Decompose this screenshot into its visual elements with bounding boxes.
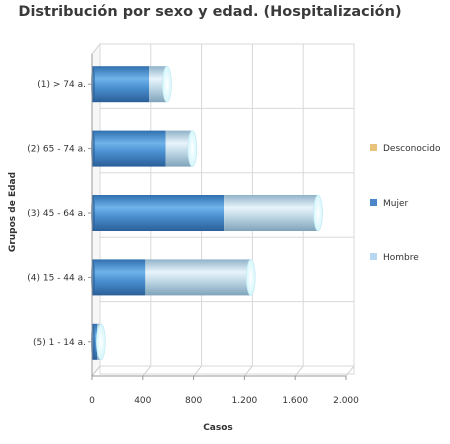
gridline-floor [193,365,202,377]
x-tick-label: 400 [134,396,151,406]
legend-label: Mujer [383,199,409,209]
legend-item: Mujer [370,199,408,209]
x-tick-label: 1.200 [232,396,258,406]
x-axis-label: Casos [203,423,233,433]
y-tick-label: (1) > 74 a. [37,80,86,90]
gridline-floor [244,365,253,377]
x-tick-label: 1.600 [282,396,308,406]
y-tick-label: (4) 15 - 44 a. [27,273,86,283]
bar-end-cap [245,259,256,296]
gridline-floor [91,365,101,377]
bar-end-cap [162,65,172,103]
gridline-floor [345,365,355,377]
bar-segment-mujer [92,195,225,231]
bar-segment-mujer [92,259,146,296]
bar-segment-mujer [92,66,150,103]
legend-swatch [370,144,377,151]
legend-swatch [370,199,377,206]
x-tick-label: 0 [89,396,95,406]
gridline-floor [294,365,304,377]
legend-label: Desconocido [383,144,441,154]
legend-label: Hombre [383,253,419,263]
legend-item: Desconocido [370,144,441,154]
bar-segment-hombre [145,259,251,296]
x-tick-label: 800 [185,396,202,406]
chart-title: Distribución por sexo y edad. (Hospitali… [18,4,402,20]
bar-end-cap [187,130,198,167]
y-tick-label: (5) 1 - 14 a. [33,338,86,348]
y-tick-label: (2) 65 - 74 a. [27,145,86,155]
bar-segment-hombre [149,66,167,103]
bar-segment-hombre [224,195,319,231]
x-tick-label: 2.000 [333,396,359,406]
bar-end-cap [313,194,323,232]
legend-item: Hombre [370,253,419,263]
bar-end-cap [96,323,106,361]
gridline-floor [142,365,152,377]
y-tick-label: (3) 45 - 64 a. [27,209,86,219]
y-axis-label: Grupos de Edad [8,172,18,252]
bar-segment-mujer [92,130,166,167]
legend-swatch [370,253,377,260]
